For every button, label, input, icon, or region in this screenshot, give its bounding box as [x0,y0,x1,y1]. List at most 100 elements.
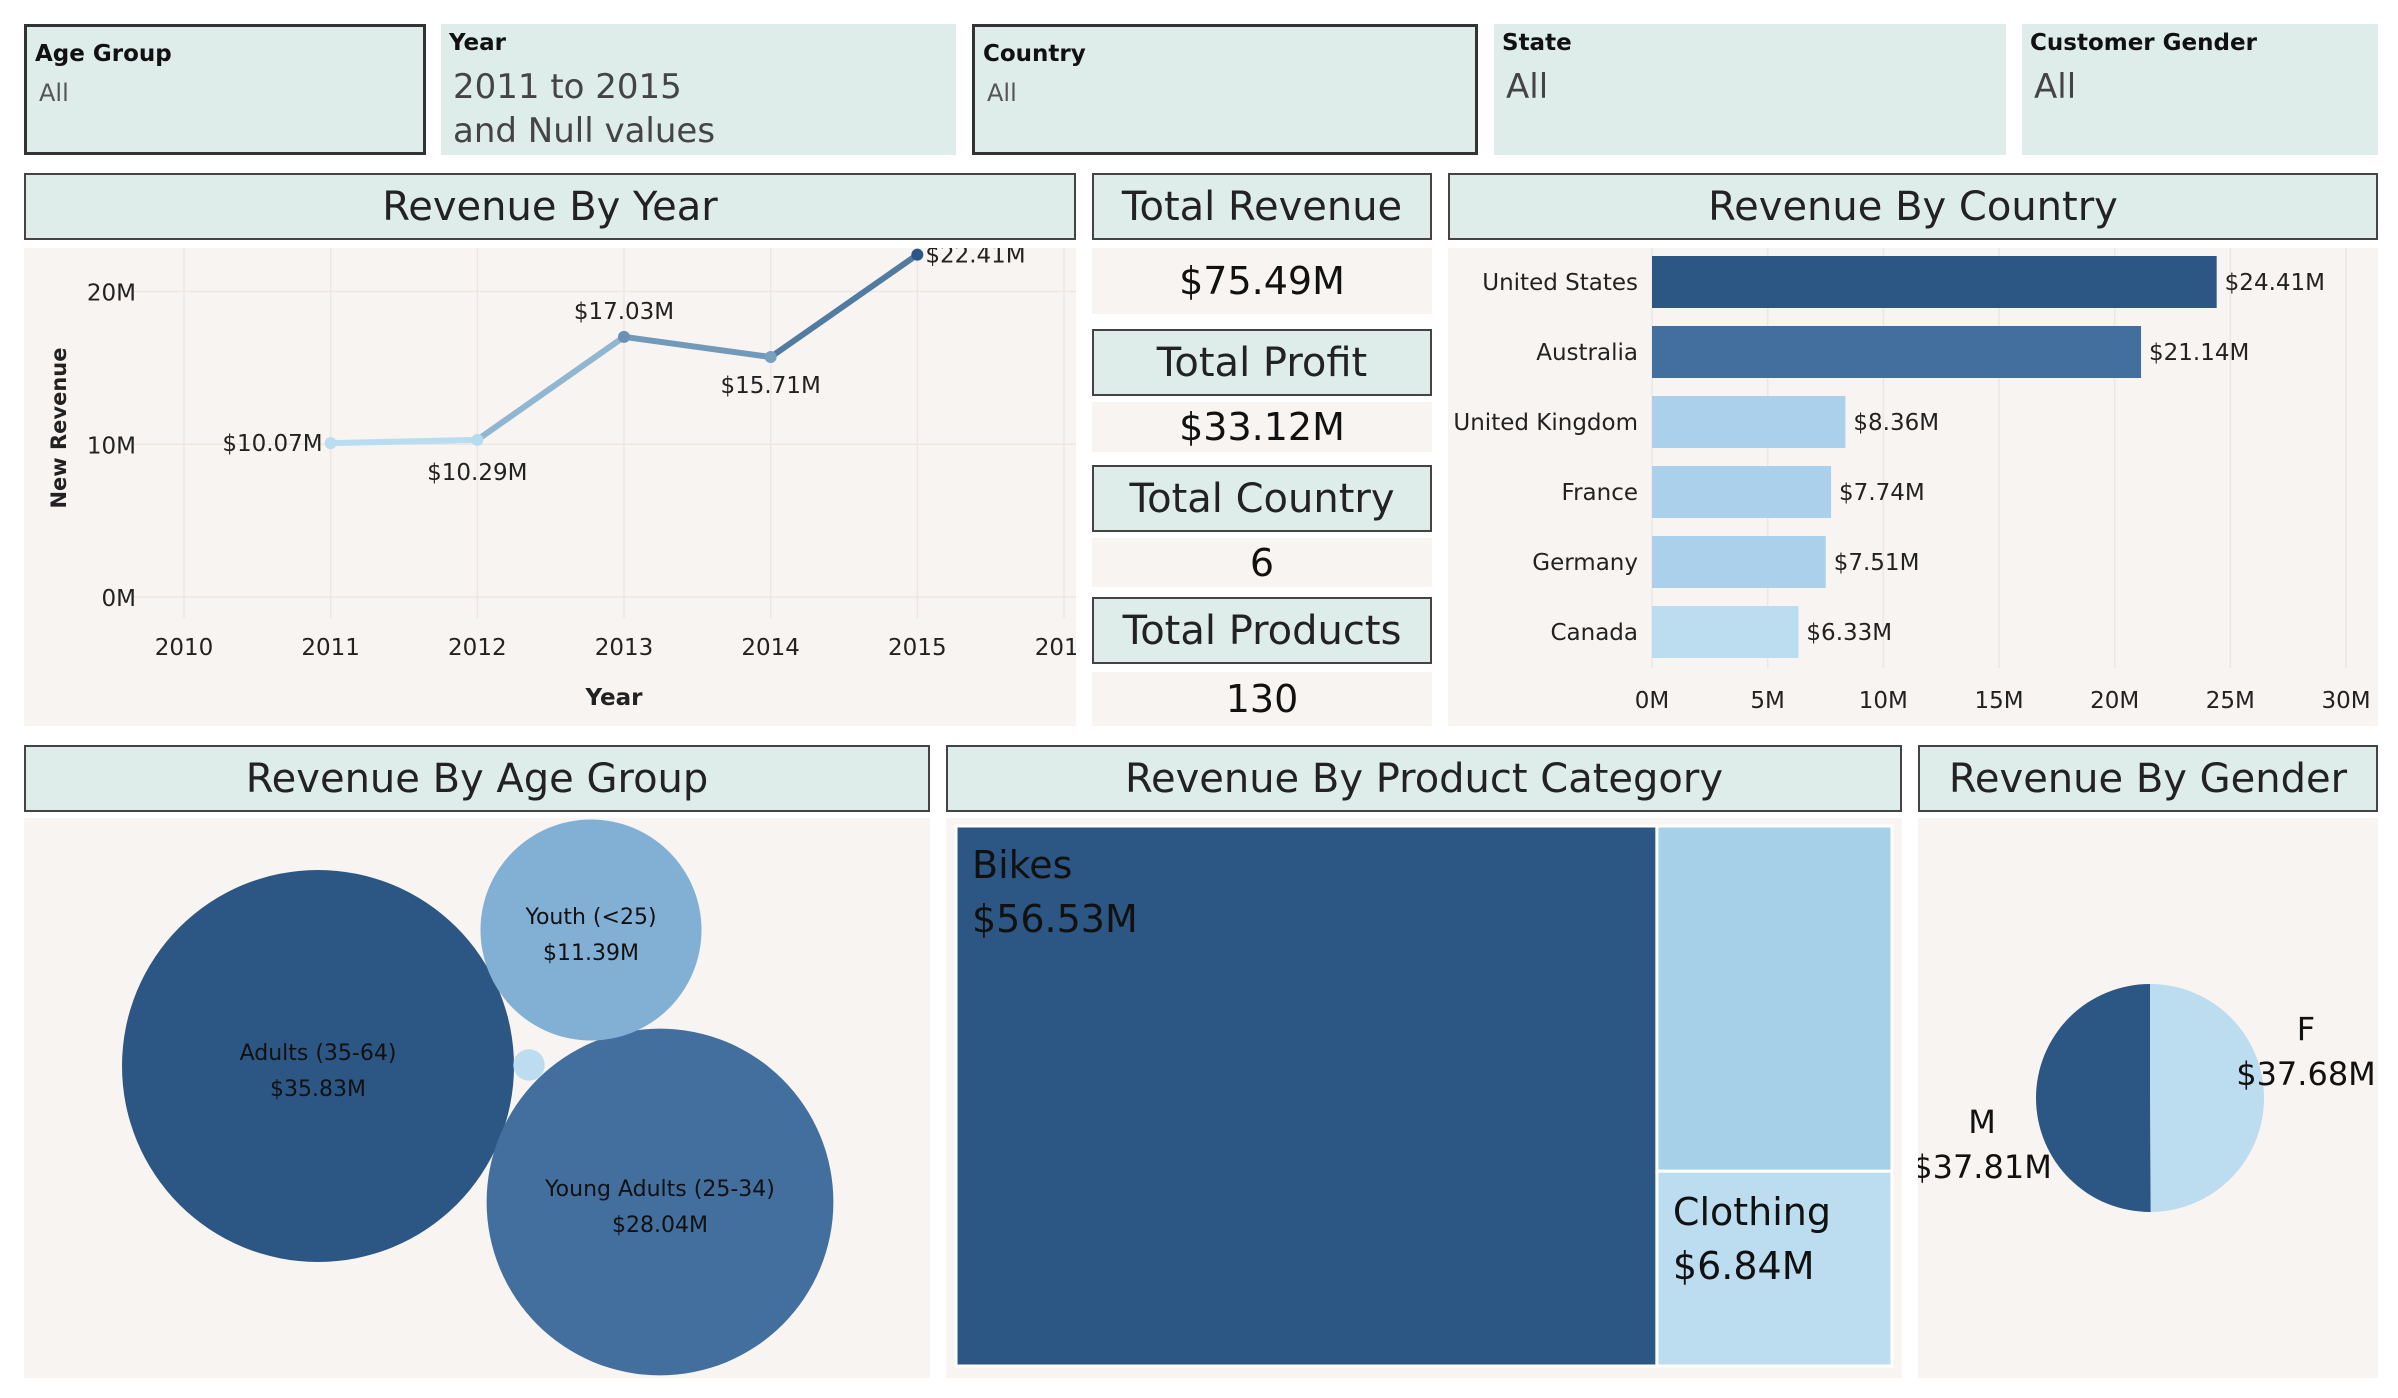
x-tick-label: 20M [2090,688,2139,714]
country-bar [1652,466,1832,518]
pie-value-label: $37.68M [2236,1055,2376,1093]
filter-value-line2: and Null values [453,111,716,151]
pie-slice-m [2035,984,2151,1212]
country-bar [1652,536,1826,588]
data-label: $22.41M [925,248,1025,269]
gender-pie-chart: M $37.81M F $37.68M [1912,984,2376,1212]
country-chart-title: Revenue By Country [1448,173,2378,240]
x-tick-label: 15M [1974,688,2023,714]
age-bubble [480,819,702,1041]
pie-category-label: M [1968,1103,1996,1141]
kpi-products-value: 130 [1092,672,1432,726]
category-label: Canada [1550,620,1638,646]
age-bubble-chart: Adults (35-64) $35.83M Young Adults (25-34… [122,819,834,1376]
x-tick-label: 5M [1750,688,1784,714]
filter-state[interactable]: State All [1494,24,2006,155]
filter-value[interactable]: All [987,79,1017,107]
treemap-value-label: $6.84M [1673,1244,1815,1288]
kpi-country-title: Total Country [1092,465,1432,532]
kpi-profit-value: $33.12M [1092,402,1432,452]
treemap-value-label: $56.53M [972,897,1138,941]
filter-title: Age Group [35,41,172,67]
filter-value[interactable]: 2011 to 2015 and Null values [453,64,948,154]
bubble-value-label: $28.04M [612,1213,708,1238]
x-tick-label: 30M [2321,688,2370,714]
kpi-country-value: 6 [1092,538,1432,587]
x-tick-label: 2014 [741,635,800,661]
line-segment [767,251,921,361]
kpi-revenue-value: $75.49M [1092,248,1432,314]
x-tick-label: 0M [1635,688,1669,714]
filter-value[interactable]: All [1506,67,1549,107]
category-chart-title: Revenue By Product Category [946,745,1902,812]
data-label: $15.71M [721,373,821,399]
bubble-value-label: $11.39M [543,941,639,966]
age-chart-panel: Adults (35-64) $35.83M Young Adults (25-34… [24,818,930,1378]
category-label: Australia [1536,340,1638,366]
age-bubble [122,870,514,1262]
treemap-category-label: Bikes [972,843,1072,887]
filter-value[interactable]: All [39,79,69,107]
pie-value-label: $37.81M [1918,1148,2052,1186]
data-label: $7.51M [1834,550,1920,576]
data-label: $24.41M [2225,270,2325,296]
filter-customer-gender[interactable]: Customer Gender All [2022,24,2378,155]
data-label: $8.36M [1853,410,1939,436]
y-tick-label: 10M [87,433,136,459]
line-point [911,248,924,261]
filter-value-line1: 2011 to 2015 [453,67,682,107]
y-tick-label: 20M [87,281,136,307]
line-segment [474,333,627,443]
filter-age-group[interactable]: Age Group All [24,24,426,155]
bubble-category-label: Youth (<25) [524,905,656,930]
treemap-category-label: Clothing [1673,1190,1831,1234]
gender-chart-panel: M $37.81M F $37.68M [1912,818,2378,1378]
kpi-profit-title: Total Profit [1092,329,1432,396]
country-chart-panel: 0M 5M 10M 15M 20M 25M 30M United States $24.41M A… [1448,248,2378,726]
treemap-cell-bikes [954,824,1659,1368]
filter-title: Year [449,30,507,56]
age-chart-title: Revenue By Age Group [24,745,930,812]
bubble-category-label: Adults (35-64) [240,1041,397,1066]
y-axis-title: New Revenue [47,347,71,508]
country-bar [1652,396,1846,448]
pie-slice-f [2150,984,2264,1212]
treemap-cell-accessories [1655,824,1894,1173]
category-chart-panel: Bikes $56.53M Clothing $6.84M [946,818,1902,1378]
year-chart-panel: 0M 10M 20M 2010 2011 2012 2013 2014 2015 2016 Year… [24,243,1093,726]
country-bar [1652,326,2142,378]
filter-country[interactable]: Country All [972,24,1478,155]
gender-chart-title: Revenue By Gender [1918,745,2378,812]
line-segment [327,436,481,447]
line-point [618,330,630,343]
age-bubble [513,1049,545,1081]
data-label: $17.03M [574,299,674,325]
data-label: $10.07M [222,431,322,457]
filter-title: Country [983,41,1086,67]
country-bar-chart: 0M 5M 10M 15M 20M 25M 30M United States $24.41M A… [1453,248,2371,714]
data-label: $21.14M [2149,340,2249,366]
category-label: United States [1482,270,1638,296]
kpi-revenue-title: Total Revenue [1092,173,1432,240]
country-bar [1652,606,1799,658]
filter-title: Customer Gender [2030,30,2257,56]
year-chart-title: Revenue By Year [24,173,1076,240]
filter-year[interactable]: Year 2011 to 2015 and Null values [441,24,956,155]
data-label: $7.74M [1839,480,1925,506]
category-treemap: Bikes $56.53M Clothing $6.84M [954,824,1894,1368]
category-label: United Kingdom [1453,410,1638,436]
data-label: $6.33M [1806,620,1892,646]
bubble-category-label: Young Adults (25-34) [544,1177,775,1202]
kpi-products-title: Total Products [1092,597,1432,664]
x-tick-label: 2012 [448,635,507,661]
filter-title: State [1502,30,1572,56]
x-tick-label: 2016 [1035,635,1076,661]
x-tick-label: 2010 [155,635,214,661]
age-bubble [486,1028,834,1376]
data-label: $10.29M [427,460,527,486]
filter-value[interactable]: All [2034,67,2077,107]
treemap-cell-clothing [1655,1169,1894,1368]
country-bar [1652,256,2217,308]
x-tick-label: 2013 [595,635,654,661]
x-tick-label: 25M [2206,688,2255,714]
